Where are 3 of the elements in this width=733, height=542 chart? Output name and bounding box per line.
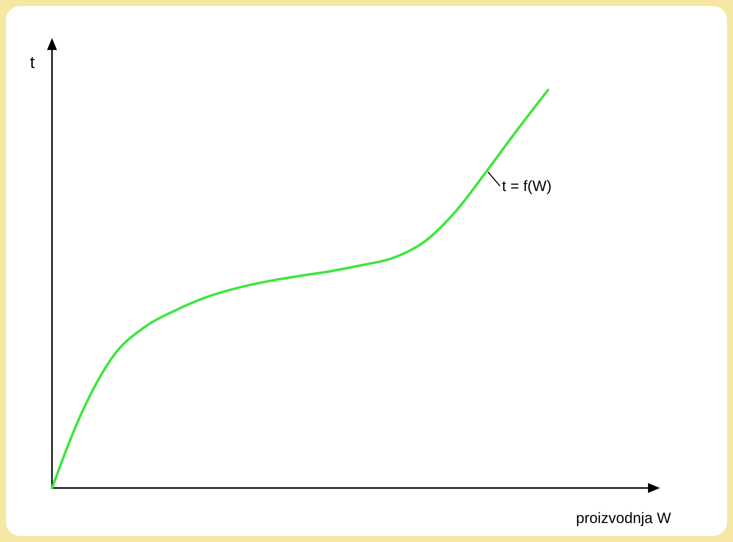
y-axis-title: t [30,53,35,72]
x-axis-title: proizvodnja W [576,510,672,527]
annotation: t = f(W) [502,178,552,195]
